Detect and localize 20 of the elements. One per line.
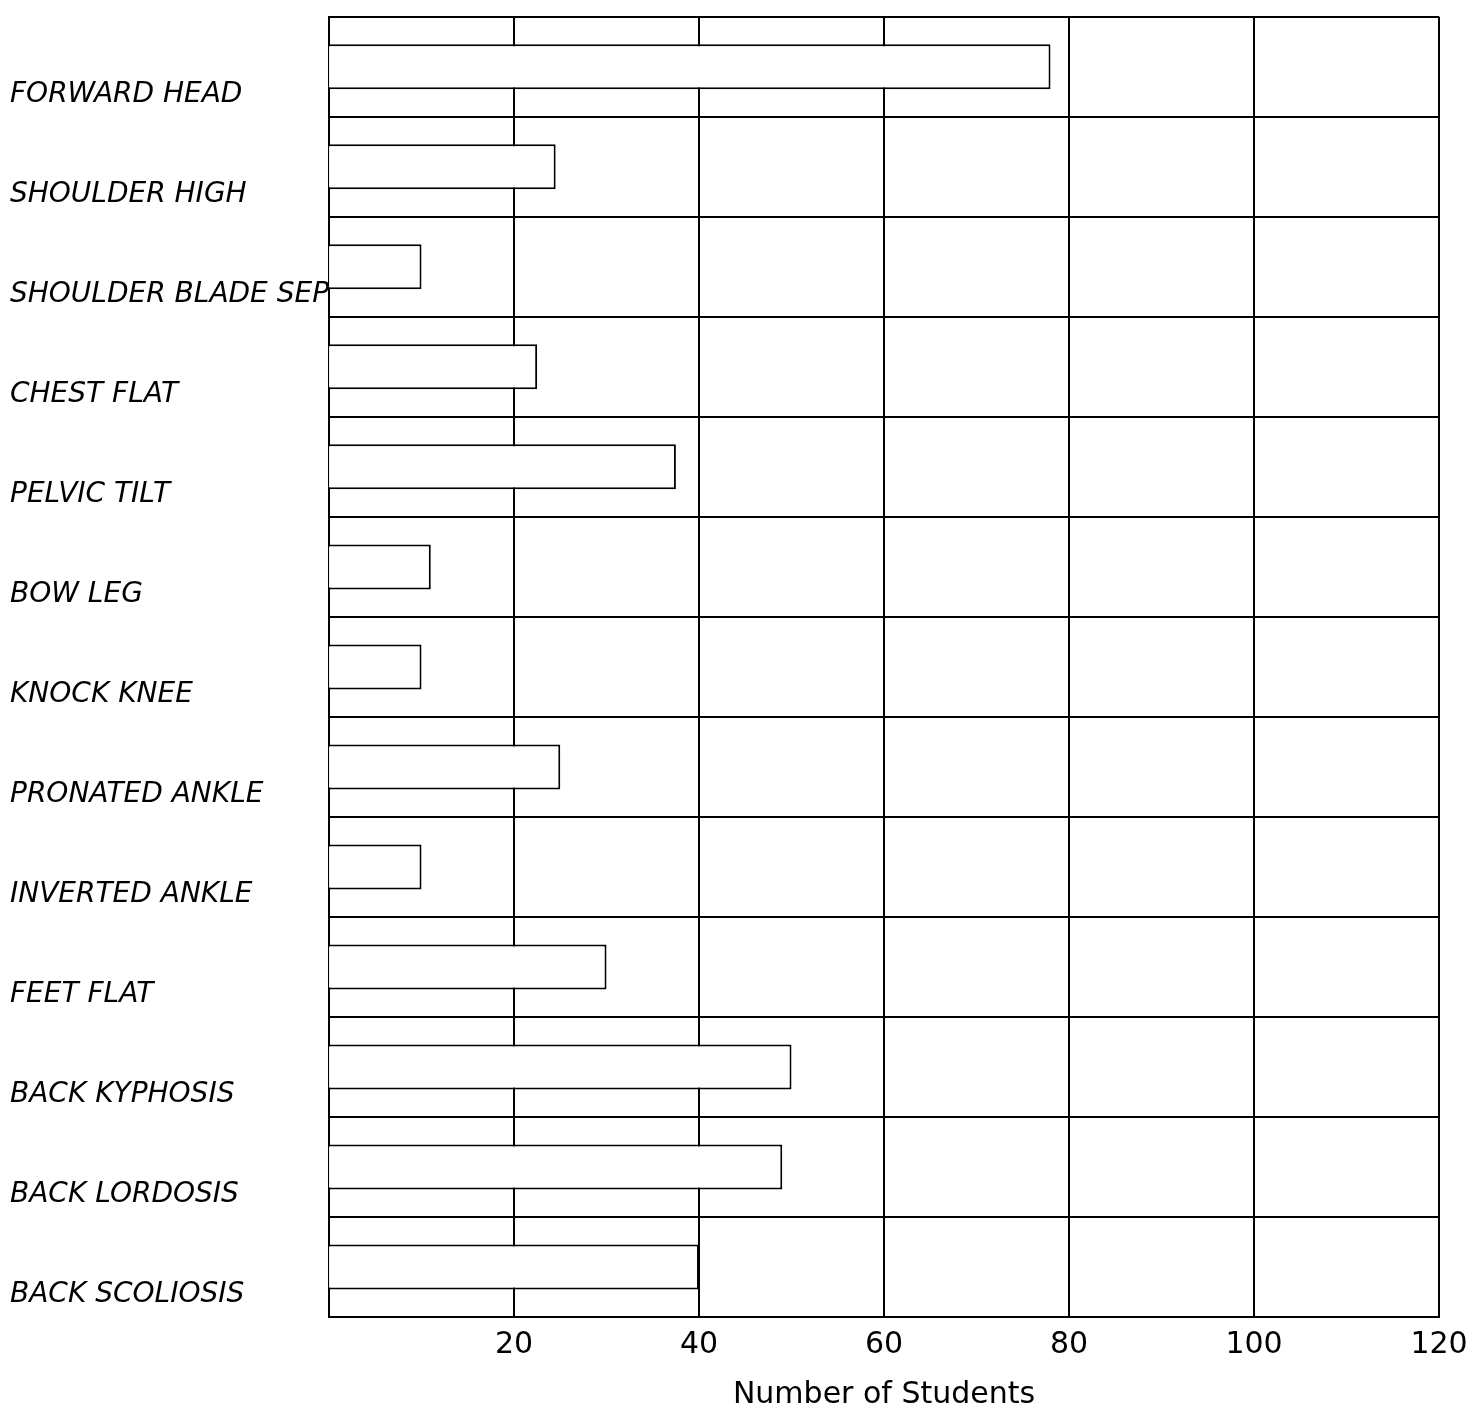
y-tick-label: BACK LORDOSIS: [10, 1176, 239, 1210]
y-tick-label: BOW LEG: [10, 576, 143, 610]
y-tick-label: FORWARD HEAD: [10, 76, 243, 110]
x-axis-title: Number of Students: [732, 1374, 1036, 1410]
y-tick-label: KNOCK KNEE: [10, 676, 194, 710]
x-tick-label: 60: [864, 1324, 904, 1360]
y-tick-label: SHOULDER HIGH: [10, 176, 247, 210]
x-tick-label: 120: [1410, 1324, 1468, 1360]
y-tick-label: FEET FLAT: [10, 976, 156, 1010]
y-tick-label: BACK KYPHOSIS: [10, 1076, 235, 1110]
y-tick-label: CHEST FLAT: [10, 376, 180, 410]
y-tick-label: BACK SCOLIOSIS: [10, 1276, 245, 1310]
y-tick-label: INVERTED ANKLE: [10, 876, 253, 910]
x-tick-label: 100: [1225, 1324, 1283, 1360]
x-tick-label: 20: [494, 1324, 534, 1360]
x-tick-label: 40: [679, 1324, 719, 1360]
y-tick-label: PRONATED ANKLE: [10, 776, 264, 810]
y-tick-label: PELVIC TILT: [10, 476, 173, 510]
x-tick-label: 80: [1049, 1324, 1089, 1360]
y-tick-label: SHOULDER BLADE SEP: [10, 276, 330, 310]
